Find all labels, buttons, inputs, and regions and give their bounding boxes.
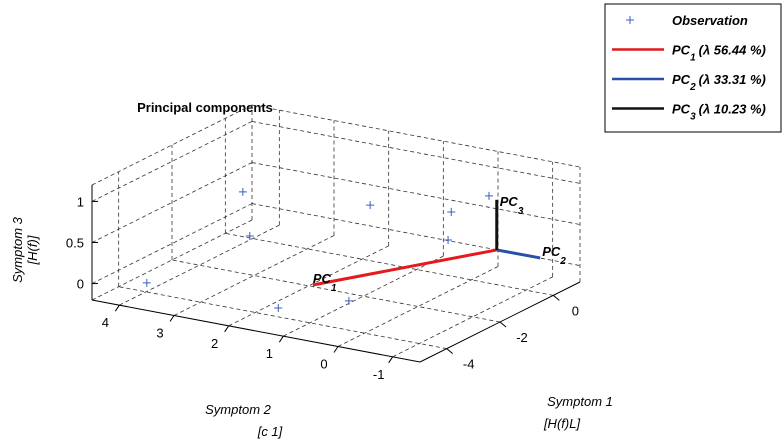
grid-line bbox=[118, 286, 447, 350]
legend-marker bbox=[626, 16, 634, 24]
y-tick bbox=[278, 335, 284, 343]
y-axis-line bbox=[91, 299, 421, 363]
box-edge bbox=[91, 219, 253, 301]
box-edge bbox=[91, 104, 253, 186]
legend-index: 2 bbox=[689, 82, 696, 93]
legend-name: PC bbox=[672, 43, 691, 58]
observation-point bbox=[274, 303, 283, 312]
grid-line bbox=[337, 266, 499, 347]
y-tick bbox=[388, 356, 394, 364]
pc-label-index: 1 bbox=[331, 283, 337, 294]
grid-line bbox=[251, 121, 581, 184]
x-tick-label: 0 bbox=[572, 303, 579, 318]
x-tick bbox=[499, 321, 507, 328]
y-tick-label: 3 bbox=[156, 326, 163, 341]
legend-variance: (λ 33.31 %) bbox=[699, 72, 766, 87]
pc-label: PC1 bbox=[313, 271, 337, 294]
pc-vector bbox=[496, 248, 541, 260]
x-axis-label: [H(f)L] bbox=[543, 416, 581, 431]
pc-label: PC3 bbox=[500, 194, 524, 217]
observation-point bbox=[447, 208, 456, 217]
y-tick bbox=[169, 315, 175, 322]
observation-point bbox=[142, 278, 151, 287]
grid-line bbox=[392, 276, 553, 358]
legend-name: PC bbox=[672, 102, 691, 117]
legend-label: PC2(λ 33.31 %) bbox=[672, 72, 766, 93]
pc-label-name: PC bbox=[500, 194, 519, 209]
legend-variance: (λ 10.23 %) bbox=[699, 102, 766, 117]
grid-line bbox=[91, 121, 253, 202]
z-tick-label: 0 bbox=[77, 277, 84, 292]
grid-line bbox=[225, 232, 554, 296]
x-tick bbox=[553, 294, 560, 301]
y-tick bbox=[224, 325, 230, 333]
legend-label: PC1(λ 56.44 %) bbox=[672, 43, 766, 64]
y-tick-label: 4 bbox=[102, 315, 109, 330]
pc-label: PC2 bbox=[542, 244, 566, 267]
grid-line bbox=[173, 235, 335, 316]
grid-line bbox=[91, 162, 253, 243]
x-tick-label: -2 bbox=[516, 330, 528, 345]
y-tick bbox=[333, 346, 339, 353]
y-axis-label: [c 1] bbox=[257, 424, 283, 439]
legend-index: 1 bbox=[690, 53, 696, 64]
observation-point bbox=[245, 231, 254, 240]
pc-label-name: PC bbox=[542, 244, 561, 259]
observation-point bbox=[344, 296, 353, 305]
x-tick bbox=[446, 348, 453, 355]
y-axis-label: Symptom 2 bbox=[205, 402, 272, 417]
legend-box bbox=[604, 3, 782, 133]
z-tick-label: 1 bbox=[77, 194, 84, 209]
pc-vector bbox=[312, 248, 498, 287]
pc-label-name: PC bbox=[313, 271, 332, 286]
legend-label: PC3(λ 10.23 %) bbox=[672, 102, 766, 123]
x-tick-label: -4 bbox=[463, 357, 475, 372]
observation-point bbox=[366, 201, 375, 210]
pc-label-index: 2 bbox=[559, 256, 566, 267]
observation-point bbox=[238, 187, 247, 196]
legend-label: Observation bbox=[672, 13, 748, 28]
observation-point bbox=[444, 235, 453, 244]
pc-label-index: 3 bbox=[518, 206, 524, 217]
y-tick bbox=[114, 304, 120, 312]
box-edge bbox=[251, 104, 581, 168]
observation-point bbox=[485, 191, 494, 200]
legend-index: 3 bbox=[690, 112, 696, 123]
y-tick-label: 0 bbox=[320, 357, 327, 372]
grid-line bbox=[91, 203, 253, 284]
grid-line bbox=[251, 162, 581, 225]
y-tick-label: 1 bbox=[266, 346, 273, 361]
y-tick-label: 2 bbox=[211, 336, 218, 351]
z-axis-label: Symptom 3 bbox=[10, 216, 25, 283]
grid-line bbox=[283, 255, 444, 337]
legend-name: PC bbox=[672, 72, 691, 87]
grid-line bbox=[119, 224, 280, 306]
grid-line bbox=[228, 245, 389, 327]
legend-variance: (λ 56.44 %) bbox=[699, 43, 766, 58]
y-tick-label: -1 bbox=[373, 367, 385, 382]
z-tick-label: 0.5 bbox=[66, 236, 84, 251]
z-axis-label: [H(f)] bbox=[25, 235, 40, 265]
x-axis-label: Symptom 1 bbox=[547, 394, 613, 409]
chart-title: Principal components bbox=[137, 100, 273, 115]
